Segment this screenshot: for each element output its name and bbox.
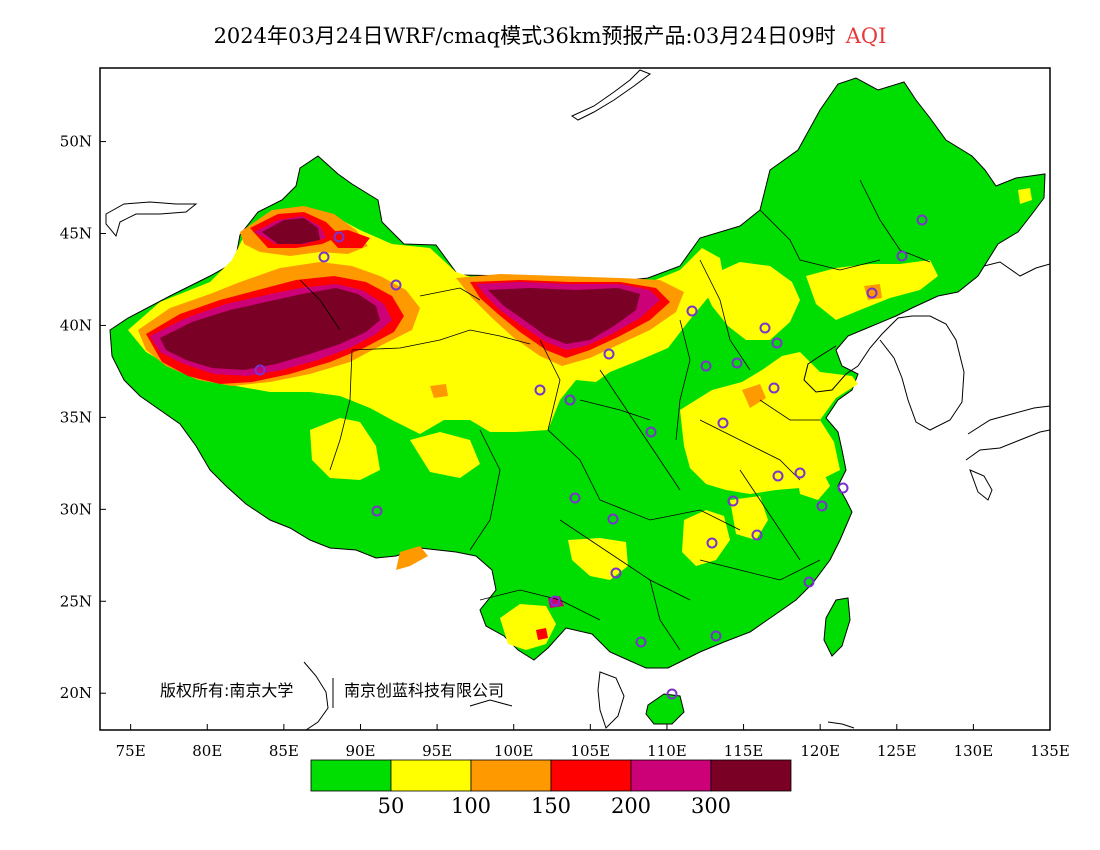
map-title: 2024年03月24日WRF/cmaq模式36km预报产品:03月24日09时 A…: [0, 20, 1100, 50]
taiwan-island: [823, 597, 851, 657]
map-frame: [99, 67, 1051, 731]
x-tick-label: 110E: [647, 742, 687, 760]
province-boundaries: [299, 179, 931, 651]
station-marker: [569, 492, 581, 504]
station-marker: [768, 382, 780, 394]
station-marker: [717, 417, 729, 429]
y-tick-label: 25N: [60, 592, 92, 610]
y-tick-label: 50N: [60, 133, 92, 151]
y-axis: 50N 45N 40N 35N 30N 25N 20N: [60, 133, 106, 702]
station-marker: [686, 305, 698, 317]
copyright-owner: 版权所有:南京大学: [160, 681, 293, 700]
x-tick-label: 85E: [269, 742, 299, 760]
hainan-island: [645, 693, 685, 725]
station-marker: [666, 688, 678, 700]
station-marker: [254, 364, 266, 376]
title-variable: AQI: [845, 24, 887, 48]
station-marker: [549, 595, 561, 607]
station-marker: [333, 231, 345, 243]
station-marker: [645, 426, 657, 438]
station-marker: [837, 482, 849, 494]
y-tick-label: 20N: [60, 684, 92, 702]
station-marker: [816, 500, 828, 512]
x-tick-label: 120E: [800, 742, 840, 760]
legend-threshold-label: 300: [691, 794, 731, 818]
station-marker: [390, 279, 402, 291]
copyright-partner: 南京创蓝科技有限公司: [344, 681, 504, 700]
y-tick-label: 35N: [60, 408, 92, 426]
station-marker: [916, 214, 928, 226]
legend-swatch: [470, 759, 552, 792]
x-tick-label: 130E: [954, 742, 994, 760]
legend-threshold-label: 150: [531, 794, 571, 818]
title-main: 2024年03月24日WRF/cmaq模式36km预报产品:03月24日09时: [213, 24, 836, 48]
x-tick-label: 80E: [192, 742, 222, 760]
x-tick-label: 125E: [877, 742, 917, 760]
station-marker: [794, 467, 806, 479]
neighbor-coastlines: [105, 69, 1050, 730]
legend-swatch: [710, 759, 792, 792]
aqi-zone-hazardous: [160, 218, 640, 370]
legend-threshold-label: 200: [611, 794, 651, 818]
station-marker: [607, 513, 619, 525]
station-marker: [727, 495, 739, 507]
y-tick-label: 30N: [60, 500, 92, 518]
station-marker: [564, 394, 576, 406]
x-tick-label: 100E: [494, 742, 534, 760]
x-tick-label: 105E: [571, 742, 611, 760]
station-marker: [731, 357, 743, 369]
legend-threshold-label: 50: [378, 794, 405, 818]
station-marker: [771, 337, 783, 349]
x-tick-label: 95E: [422, 742, 452, 760]
station-marker: [534, 384, 546, 396]
x-tick-label: 115E: [724, 742, 764, 760]
station-marker: [635, 636, 647, 648]
aqi-legend: 50 100 150 200 300: [310, 759, 792, 818]
station-marker: [700, 360, 712, 372]
map-content: 版权所有:南京大学 南京创蓝科技有限公司: [105, 69, 1050, 730]
legend-threshold-label: 100: [451, 794, 491, 818]
y-tick-label: 40N: [60, 316, 92, 334]
legend-swatch: [390, 759, 472, 792]
x-axis: 75E 80E 85E 90E 95E 100E 105E 110E 115E 120E 125E 1…: [116, 724, 1070, 760]
station-marker: [751, 529, 763, 541]
y-tick-label: 45N: [60, 225, 92, 243]
station-marker: [710, 630, 722, 642]
station-marker: [772, 470, 784, 482]
station-markers: [254, 214, 928, 700]
x-tick-label: 90E: [345, 742, 375, 760]
station-marker: [706, 537, 718, 549]
legend-swatch: [630, 759, 712, 792]
x-tick-label: 135E: [1030, 742, 1070, 760]
legend-swatch: [310, 759, 392, 792]
station-marker: [603, 348, 615, 360]
legend-swatch: [550, 759, 632, 792]
station-marker: [866, 287, 878, 299]
station-marker: [803, 576, 815, 588]
x-tick-label: 75E: [116, 742, 146, 760]
station-marker: [896, 250, 908, 262]
station-marker: [610, 567, 622, 579]
station-marker: [318, 251, 330, 263]
station-marker: [759, 322, 771, 334]
station-marker: [371, 505, 383, 517]
